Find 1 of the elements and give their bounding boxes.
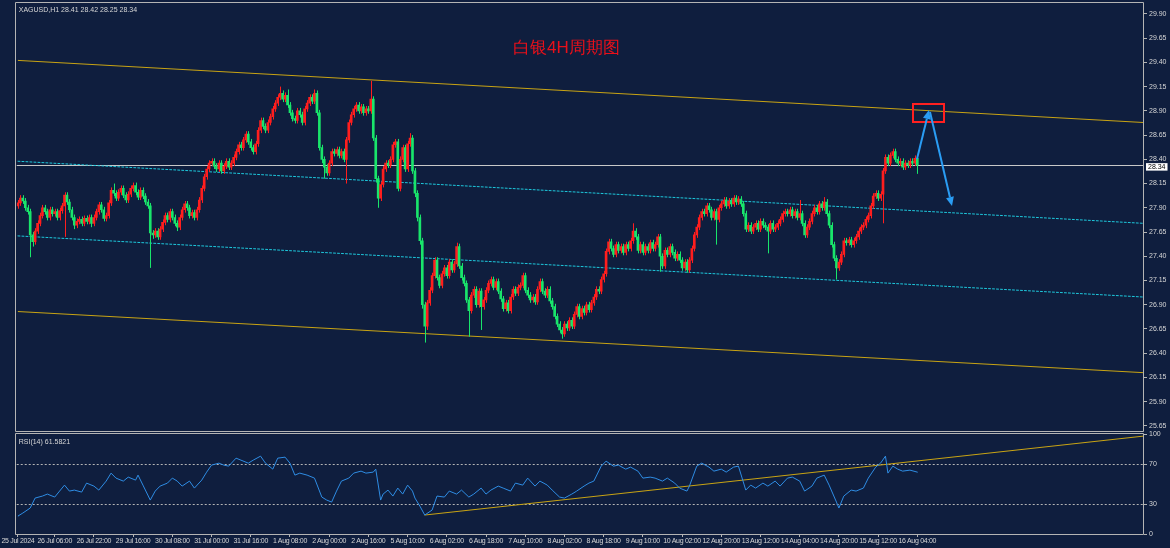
text: 白银4H周期图 <box>512 38 620 58</box>
